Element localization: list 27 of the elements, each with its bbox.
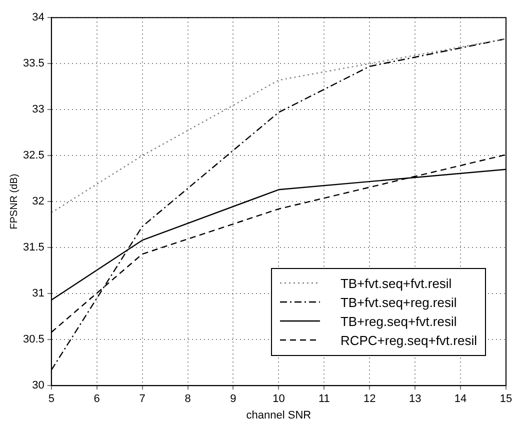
y-tick-label: 33.5 bbox=[22, 58, 44, 70]
x-tick-label: 6 bbox=[94, 393, 100, 406]
x-tick-label: 12 bbox=[364, 393, 376, 406]
line-series bbox=[51, 38, 506, 214]
y-tick-label: 31.5 bbox=[22, 242, 44, 254]
x-axis-title: channel SNR bbox=[246, 409, 312, 422]
legend-label: TB+reg.seq+fvt.resil bbox=[340, 314, 457, 329]
x-tick-label: 11 bbox=[318, 393, 330, 406]
x-tick-label: 15 bbox=[500, 393, 512, 406]
y-tick-label: 34 bbox=[32, 12, 44, 24]
legend-label: TB+fvt.seq+reg.resil bbox=[340, 294, 457, 310]
legend-label: RCPC+reg.seq+fvt.resil bbox=[340, 332, 477, 348]
x-tick-label: 14 bbox=[454, 393, 467, 406]
y-tick-label: 33 bbox=[32, 104, 44, 116]
y-tick-label: 32.5 bbox=[22, 150, 44, 162]
x-tick-label: 13 bbox=[408, 393, 422, 406]
x-tick-label: 7 bbox=[139, 393, 146, 406]
y-tick-label: 31 bbox=[32, 288, 44, 300]
legend-label: TB+fvt.seq+fvt.resil bbox=[340, 276, 452, 291]
x-tick-label: 10 bbox=[272, 393, 285, 406]
y-tick-label: 30 bbox=[32, 380, 44, 392]
y-tick-label: 32 bbox=[32, 196, 44, 208]
y-tick-label: 30.5 bbox=[22, 334, 44, 346]
y-axis-title: FPSNR (dB) bbox=[8, 174, 20, 230]
x-tick-label: 9 bbox=[230, 393, 236, 406]
x-tick-label: 8 bbox=[184, 393, 191, 406]
x-tick-label: 5 bbox=[48, 393, 54, 406]
